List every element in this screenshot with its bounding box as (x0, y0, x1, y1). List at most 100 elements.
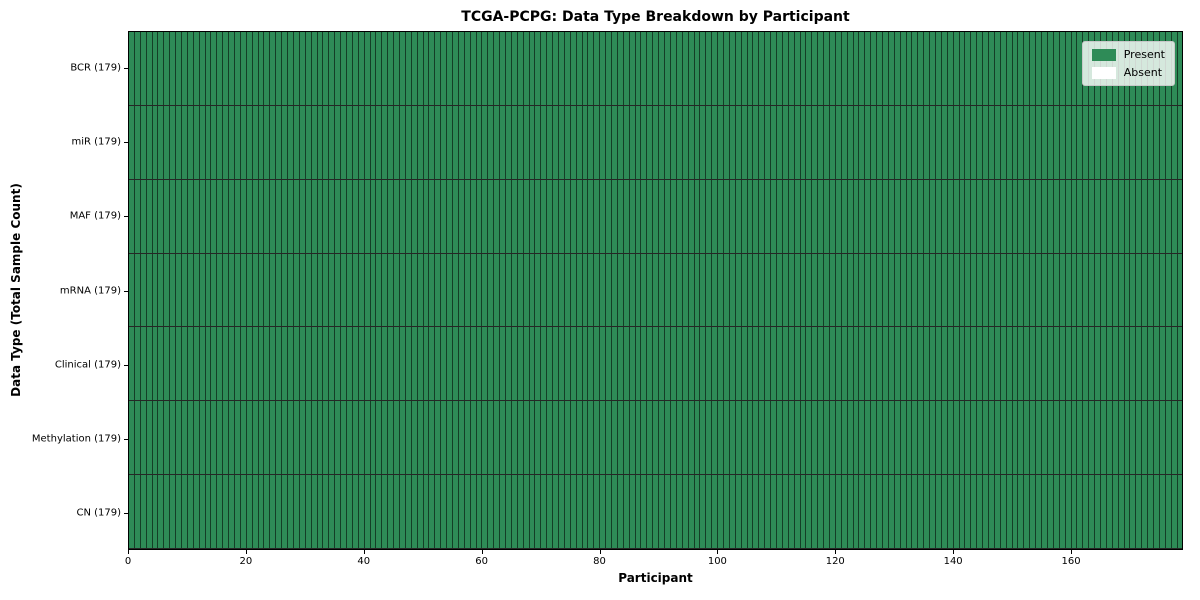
heatmap-cell (140, 401, 147, 475)
heatmap-cell (788, 179, 795, 253)
heatmap-cell (694, 327, 701, 401)
heatmap-cell (441, 253, 448, 327)
heatmap-cell (323, 327, 330, 401)
heatmap-cell (812, 179, 819, 253)
heatmap-cell (394, 401, 400, 475)
heatmap-cell (606, 401, 613, 475)
heatmap-cell (1030, 32, 1037, 105)
heatmap-cell (1165, 475, 1172, 549)
heatmap-cell (553, 179, 560, 253)
heatmap-cell (399, 253, 406, 327)
heatmap-cell (134, 401, 141, 475)
heatmap-cell (782, 179, 789, 253)
heatmap-cell (576, 401, 583, 475)
heatmap-cell (782, 105, 789, 179)
heatmap-cell (1018, 253, 1025, 327)
heatmap-cell (723, 105, 730, 179)
heatmap-cell (341, 179, 347, 253)
heatmap-cell (959, 401, 966, 475)
heatmap-cell (1036, 32, 1043, 105)
heatmap-cell (246, 327, 253, 401)
heatmap-cell (1130, 327, 1137, 401)
heatmap-cell (794, 475, 801, 549)
heatmap-cell (712, 105, 719, 179)
heatmap-cell (335, 32, 342, 105)
heatmap-cell (346, 179, 353, 253)
heatmap-cell (352, 105, 359, 179)
heatmap-cell (1030, 401, 1037, 475)
heatmap-cell (1095, 327, 1101, 401)
heatmap-cell (971, 32, 978, 105)
heatmap-cell (293, 105, 300, 179)
heatmap-cell (971, 105, 978, 179)
heatmap-cell (164, 253, 171, 327)
heatmap-cell (1118, 179, 1125, 253)
heatmap-cell (258, 327, 265, 401)
heatmap-cell (187, 32, 194, 105)
heatmap-cell (470, 327, 477, 401)
x-tick-mark (363, 550, 365, 554)
heatmap-cell (665, 475, 671, 549)
heatmap-cell (452, 475, 459, 549)
heatmap-cell (358, 475, 365, 549)
heatmap-cell (146, 327, 153, 401)
heatmap-cell (723, 32, 730, 105)
heatmap-cell (176, 327, 183, 401)
heatmap-cell (164, 475, 171, 549)
heatmap-cell (559, 253, 565, 327)
heatmap-cell (476, 32, 483, 105)
heatmap-cell (1059, 105, 1066, 179)
heatmap-cell (193, 253, 200, 327)
heatmap-cell (918, 327, 925, 401)
heatmap-cell (629, 475, 636, 549)
heatmap-cell (1112, 475, 1119, 549)
heatmap-cell (382, 32, 389, 105)
heatmap-cell (358, 401, 365, 475)
heatmap-cell (364, 475, 371, 549)
heatmap-cell (883, 32, 889, 105)
heatmap-cell (288, 32, 294, 105)
heatmap-cell (629, 105, 636, 179)
heatmap-cell (1124, 327, 1131, 401)
heatmap-cell (623, 105, 630, 179)
heatmap-cell (983, 475, 990, 549)
heatmap-cell (323, 475, 330, 549)
heatmap-cell (376, 475, 383, 549)
heatmap-cell (582, 327, 589, 401)
heatmap-cell (712, 327, 719, 401)
heatmap-cell (635, 401, 642, 475)
heatmap-cell (282, 253, 289, 327)
heatmap-cell (871, 401, 878, 475)
heatmap-cell (1042, 105, 1048, 179)
heatmap-cell (729, 327, 736, 401)
heatmap-cell (394, 179, 400, 253)
heatmap-cell (1089, 105, 1096, 179)
heatmap-cell (629, 32, 636, 105)
heatmap-cell (447, 475, 453, 549)
plot-area: Present Absent (128, 31, 1183, 550)
x-tick-mark (717, 550, 719, 554)
heatmap-cell (376, 32, 383, 105)
heatmap-cell (341, 253, 347, 327)
heatmap-cell (718, 475, 724, 549)
heatmap-cell (364, 105, 371, 179)
heatmap-cell (182, 327, 188, 401)
heatmap-cell (753, 327, 760, 401)
heatmap-cell (841, 105, 848, 179)
heatmap-cell (452, 105, 459, 179)
heatmap-cell (476, 105, 483, 179)
heatmap-cell (494, 401, 501, 475)
heatmap-cell (1047, 32, 1054, 105)
heatmap-cell (435, 475, 442, 549)
heatmap-cell (900, 401, 907, 475)
heatmap-cell (665, 105, 671, 179)
heatmap-cell (1136, 475, 1143, 549)
heatmap-cell (129, 475, 135, 549)
heatmap-cell (240, 253, 247, 327)
heatmap-cell (1100, 475, 1107, 549)
heatmap-cell (394, 105, 400, 179)
heatmap-cell (494, 105, 501, 179)
heatmap-cell (771, 327, 777, 401)
heatmap-cell (288, 179, 294, 253)
heatmap-cell (883, 105, 889, 179)
